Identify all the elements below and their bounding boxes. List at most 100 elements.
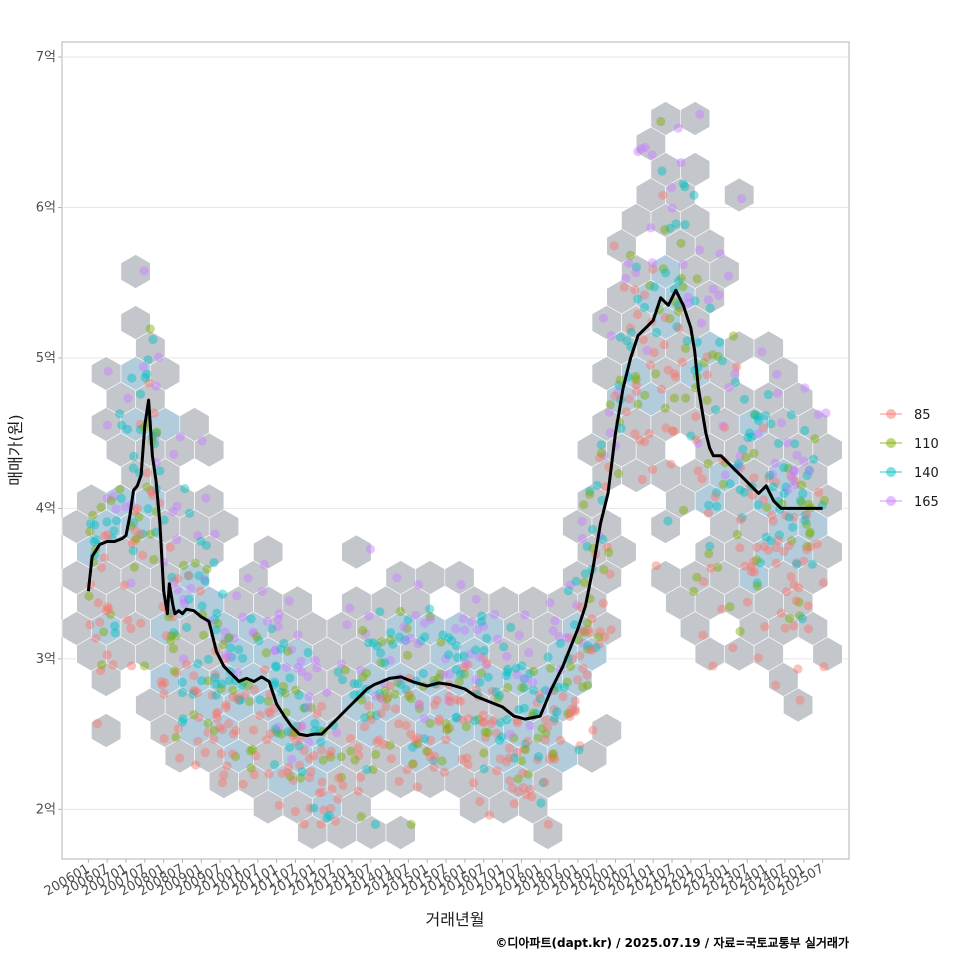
scatter-point	[489, 715, 499, 725]
scatter-point	[631, 371, 641, 381]
scatter-point	[555, 638, 565, 649]
scatter-point	[477, 717, 487, 727]
scatter-point	[575, 651, 585, 661]
scatter-point	[734, 459, 744, 469]
scatter-point	[190, 686, 200, 696]
scatter-point	[105, 609, 116, 620]
scatter-point	[790, 439, 800, 449]
scatter-point	[676, 157, 686, 168]
scatter-point	[273, 614, 283, 624]
scatter-point	[372, 641, 382, 651]
scatter-point	[494, 691, 505, 701]
scatter-point	[452, 712, 462, 722]
x-axis-title: 거래년월	[426, 910, 485, 929]
scatter-point	[565, 711, 575, 722]
scatter-point	[625, 250, 636, 260]
scatter-point	[558, 691, 568, 702]
scatter-point	[209, 726, 219, 736]
scatter-point	[230, 751, 241, 762]
scatter-point	[212, 707, 222, 717]
scatter-point	[676, 238, 686, 248]
scatter-point	[295, 773, 306, 783]
scatter-point	[349, 690, 359, 700]
hexbin	[150, 356, 181, 391]
hexbin	[738, 611, 770, 646]
scatter-point	[144, 378, 154, 388]
scatter-point	[631, 375, 641, 385]
scatter-point	[169, 666, 179, 676]
scatter-point	[366, 710, 376, 720]
scatter-point	[667, 203, 677, 213]
scatter-point	[326, 746, 336, 756]
legend-item: 140	[880, 466, 939, 481]
y-tick-label: 5억	[36, 351, 56, 366]
scatter-point	[167, 572, 177, 583]
scatter-point	[412, 782, 423, 792]
hexbin	[120, 305, 151, 340]
scatter-point	[423, 747, 433, 757]
scatter-point	[220, 627, 230, 637]
scatter-point	[770, 458, 780, 468]
scatter-point	[284, 762, 294, 772]
scatter-point	[630, 285, 640, 295]
scatter-point	[353, 743, 363, 753]
scatter-point	[183, 570, 193, 580]
scatter-point	[802, 470, 812, 481]
scatter-point	[658, 190, 668, 200]
scatter-point	[143, 504, 153, 514]
scatter-point	[246, 614, 256, 624]
scatter-point	[322, 687, 332, 698]
scatter-point	[587, 614, 597, 624]
scatter-point	[663, 516, 673, 526]
scatter-point	[565, 661, 576, 672]
scatter-point	[102, 517, 112, 527]
scatter-point	[506, 622, 516, 633]
hexbin	[238, 764, 269, 799]
scatter-point	[408, 759, 418, 769]
scatter-point	[106, 496, 116, 506]
scatter-point	[520, 610, 530, 620]
hexbin	[370, 687, 401, 723]
scatter-point	[297, 721, 307, 731]
scatter-point	[291, 685, 301, 695]
scatter-point	[414, 703, 425, 714]
scatter-point	[640, 142, 650, 153]
scatter-point	[264, 707, 274, 717]
scatter-point	[179, 599, 189, 609]
scatter-point	[495, 717, 505, 728]
scatter-point	[255, 695, 265, 705]
scatter-point	[401, 685, 411, 695]
scatter-point	[790, 480, 800, 490]
hexbin	[473, 662, 505, 697]
scatter-point	[470, 716, 480, 726]
scatter-point	[126, 578, 136, 588]
scatter-point	[376, 658, 386, 668]
scatter-point	[718, 479, 728, 489]
scatter-point	[189, 686, 199, 696]
scatter-point	[318, 755, 328, 765]
scatter-point	[261, 648, 271, 658]
scatter-point	[538, 777, 548, 788]
scatter-point	[574, 635, 584, 645]
scatter-point	[692, 274, 702, 284]
scatter-point	[693, 466, 703, 476]
scatter-point	[746, 561, 756, 571]
scatter-point	[541, 715, 551, 725]
scatter-point	[413, 580, 424, 590]
scatter-point	[419, 618, 429, 628]
hexbin	[164, 738, 195, 774]
scatter-point	[406, 693, 416, 704]
scatter-point	[586, 644, 596, 654]
scatter-point	[481, 732, 491, 743]
scatter-point	[519, 674, 529, 684]
scatter-point	[814, 487, 824, 497]
scatter-point	[571, 576, 581, 586]
scatter-point	[295, 722, 306, 732]
scatter-point	[813, 409, 823, 419]
scatter-point	[354, 751, 364, 761]
scatter-point	[294, 741, 304, 751]
scatter-point	[177, 688, 188, 698]
scatter-point	[191, 760, 201, 770]
scatter-point	[682, 336, 692, 346]
legend-item: 110	[880, 437, 939, 452]
